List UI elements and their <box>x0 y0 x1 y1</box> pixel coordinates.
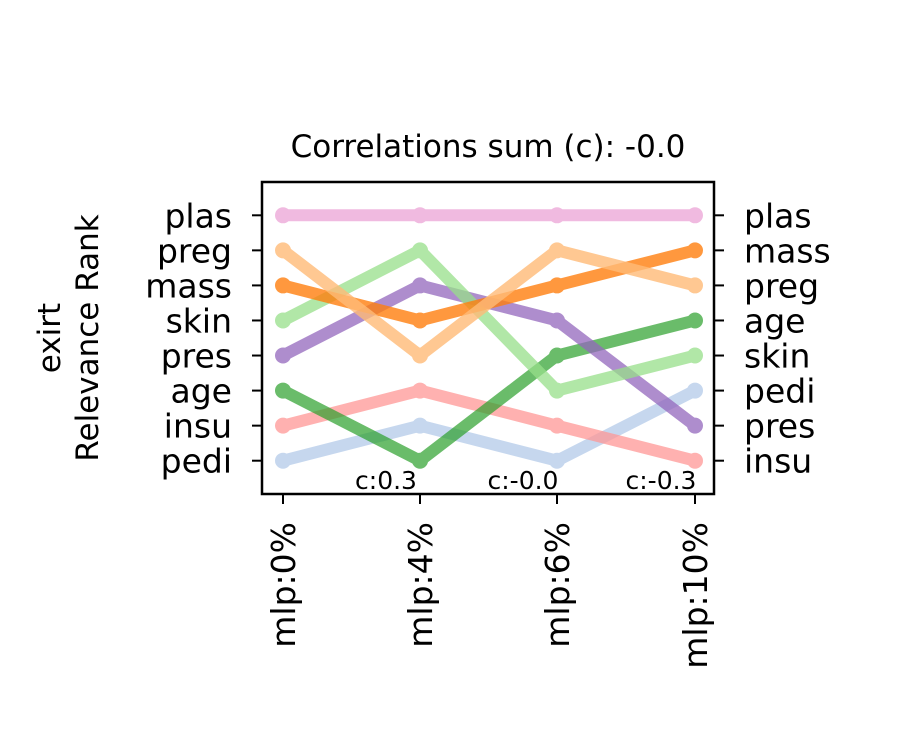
right-tick-label: preg <box>744 266 819 305</box>
x-tick-label: mlp:4% <box>401 522 440 648</box>
right-tick-label: mass <box>744 231 831 270</box>
right-tick-label: age <box>744 301 805 340</box>
point-pedi-1 <box>412 417 428 434</box>
x-tick-label: mlp:6% <box>538 522 577 648</box>
left-tick-label: mass <box>145 266 232 305</box>
point-plas-1 <box>412 207 428 224</box>
left-tick-label: age <box>171 372 232 411</box>
point-insu-0 <box>275 417 291 434</box>
point-age-3 <box>687 312 703 329</box>
correlation-annotation: c:-0.3 <box>626 466 697 495</box>
series-pedi <box>275 382 703 469</box>
point-pres-1 <box>412 277 428 294</box>
series-line-preg <box>279 244 697 362</box>
left-tick-label: skin <box>166 301 232 340</box>
x-tick-label: mlp:10% <box>676 522 715 669</box>
point-preg-2 <box>549 242 565 259</box>
x-tick-label: mlp:0% <box>264 522 303 648</box>
point-pres-2 <box>549 312 565 329</box>
series-layer <box>275 207 703 469</box>
point-mass-2 <box>549 277 565 294</box>
point-mass-0 <box>275 277 291 294</box>
series-skin <box>275 242 703 399</box>
point-preg-1 <box>412 347 428 364</box>
left-tick-label: plas <box>164 196 232 235</box>
point-pres-0 <box>275 347 291 364</box>
point-pedi-3 <box>687 382 703 399</box>
left-tick-label: pedi <box>161 442 232 481</box>
point-age-0 <box>275 382 291 399</box>
ticks-layer: pediinsuagepresskinmasspregplasinsupresp… <box>145 196 831 668</box>
point-pedi-2 <box>549 452 565 469</box>
point-skin-2 <box>549 382 565 399</box>
point-mass-3 <box>687 242 703 259</box>
right-tick-label: pedi <box>744 372 815 411</box>
correlation-annotation: c:0.3 <box>355 466 417 495</box>
series-plas <box>275 207 703 224</box>
point-pedi-0 <box>275 452 291 469</box>
series-line-age <box>280 314 697 467</box>
point-insu-2 <box>549 417 565 434</box>
point-skin-1 <box>412 242 428 259</box>
series-age <box>275 312 703 469</box>
series-preg <box>275 242 703 364</box>
point-age-2 <box>549 347 565 364</box>
left-tick-label: preg <box>157 231 232 270</box>
series-line-pedi <box>281 385 698 467</box>
annotations-layer: c:0.3 c:-0.0 c:-0.3 <box>355 466 696 495</box>
point-pres-3 <box>687 417 703 434</box>
point-plas-3 <box>687 207 703 224</box>
right-tick-label: insu <box>744 442 812 481</box>
point-insu-3 <box>687 452 703 469</box>
right-tick-label: pres <box>744 407 815 446</box>
point-age-1 <box>412 452 428 469</box>
point-skin-0 <box>275 312 291 329</box>
chart-title: Correlations sum (c): -0.0 <box>291 129 686 165</box>
point-mass-1 <box>412 312 428 329</box>
point-plas-2 <box>549 207 565 224</box>
plot-frame <box>260 180 716 496</box>
right-tick-label: skin <box>744 337 810 376</box>
correlation-annotation: c:-0.0 <box>488 466 559 495</box>
y-axis-label-line2: Relevance Rank <box>70 214 106 461</box>
y-axis-label-line1: exirt <box>32 303 68 373</box>
point-insu-1 <box>412 382 428 399</box>
series-line-skin <box>280 244 697 397</box>
point-preg-3 <box>687 277 703 294</box>
point-plas-0 <box>275 207 291 224</box>
left-tick-label: pres <box>161 337 232 376</box>
point-preg-0 <box>275 242 291 259</box>
right-tick-label: plas <box>744 196 812 235</box>
point-skin-3 <box>687 347 703 364</box>
left-tick-label: insu <box>164 407 232 446</box>
